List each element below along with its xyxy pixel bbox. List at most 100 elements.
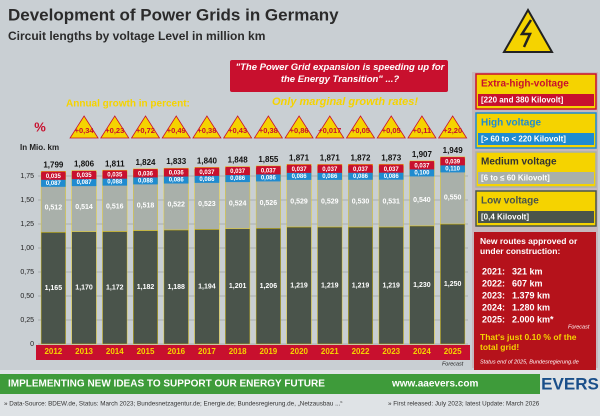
total-label: 1,848	[228, 156, 249, 165]
routes-highlight-wrap: That's just 0.10 % of the total grid!	[480, 332, 576, 352]
value-label: 0,037	[292, 167, 308, 173]
bar-segment	[255, 177, 281, 229]
value-label-bg	[440, 158, 465, 166]
value-label-bg	[225, 168, 250, 176]
growth-sign	[222, 115, 253, 139]
bar-segment	[286, 175, 312, 228]
value-label: 0,037	[322, 167, 338, 173]
x-axis-band	[36, 345, 470, 360]
growth-sign	[253, 115, 284, 139]
growth-label: +0,43	[228, 126, 247, 135]
value-label-bg	[317, 165, 343, 173]
footer-source: » Data-Source: BDEW.de, Status: March 20…	[4, 401, 343, 408]
value-label: 1,165	[45, 285, 63, 292]
y-tick-label: 1,50	[20, 197, 34, 204]
value-label: 1,219	[352, 282, 370, 289]
value-label-bg	[41, 172, 66, 180]
value-label: 1,182	[137, 284, 155, 291]
growth-label: +0,34	[75, 126, 95, 135]
value-label-bg	[286, 165, 312, 173]
value-label-bg	[378, 172, 404, 180]
total-label: 1,840	[197, 156, 218, 165]
value-label: 0,088	[138, 178, 154, 184]
value-label: 0,086	[230, 176, 246, 182]
bar-segment	[225, 228, 251, 345]
growth-sign	[345, 115, 376, 139]
value-label: 1,219	[321, 282, 339, 289]
total-label: 1,872	[350, 153, 371, 162]
total-label: 1,833	[166, 157, 187, 166]
value-label: 0,035	[77, 173, 93, 179]
value-label: 0,036	[138, 171, 154, 177]
growth-label: +0,11	[413, 126, 432, 135]
value-label: 0,086	[353, 174, 369, 180]
routes-year: 2023:	[482, 290, 505, 300]
value-label: 0,037	[353, 167, 369, 173]
value-label-bg	[102, 171, 128, 179]
value-label: 0,035	[46, 174, 62, 180]
routes-year: 2025:	[482, 314, 505, 324]
value-label: 0,086	[292, 174, 308, 180]
growth-label: +0,49	[167, 126, 186, 135]
value-label: 0,529	[290, 198, 308, 205]
legend: Extra-high-voltage [220 and 380 Kilovolt]…	[475, 73, 597, 227]
value-label: 1,170	[75, 285, 93, 292]
routes-year: 2021:	[482, 266, 505, 276]
routes-length: 607 km	[512, 278, 543, 288]
routes-length: 321 km	[512, 266, 543, 276]
total-label: 1,806	[74, 160, 95, 169]
value-label-bg	[133, 170, 158, 178]
value-label: 0,523	[198, 201, 216, 208]
value-label: 1,206	[260, 283, 278, 290]
x-tick-label: 2016	[167, 347, 185, 356]
legend-range: [0,4 Kilovolt]	[481, 213, 529, 222]
growth-label: +0,05	[382, 126, 401, 135]
value-label-bg	[163, 176, 189, 184]
routes-note: Forecast	[568, 324, 590, 330]
value-label: 0,088	[107, 180, 123, 186]
legend-name: Medium voltage	[481, 157, 557, 168]
growth-symbol: %	[34, 119, 46, 134]
value-label: 0,110	[445, 166, 460, 172]
value-label: 0,531	[382, 198, 400, 205]
bar-segment	[440, 223, 466, 345]
x-tick-label: 2012	[44, 347, 62, 356]
value-label: 0,540	[413, 197, 431, 204]
value-label-bg	[440, 165, 465, 173]
total-label: 1,949	[443, 146, 464, 155]
warning-sign	[502, 7, 554, 53]
bar-segment	[133, 230, 158, 345]
logo: EVERS	[541, 374, 599, 393]
legend-swatch	[478, 133, 594, 145]
bar-segment	[71, 231, 97, 345]
callout-answer: Only marginal growth rates!	[272, 96, 418, 108]
total-label: 1,824	[135, 158, 156, 167]
value-label: 0,086	[169, 178, 185, 184]
legend-swatch	[478, 211, 594, 223]
total-label: 1,811	[105, 159, 125, 168]
value-label-bg	[317, 172, 343, 180]
routes-year: 2022:	[482, 278, 505, 288]
growth-label: +0,38	[259, 126, 278, 135]
total-label: 1,799	[43, 160, 64, 169]
forecast-note: Forecast	[442, 361, 464, 367]
value-label: 1,188	[167, 284, 185, 291]
growth-sign	[130, 115, 161, 139]
value-label: 0,037	[384, 167, 400, 173]
total-label: 1,855	[258, 155, 279, 164]
callout-box	[230, 60, 448, 92]
bar-segment	[255, 228, 281, 345]
value-label: 0,100	[414, 171, 430, 177]
growth-sign	[161, 115, 191, 139]
x-tick-label: 2024	[413, 347, 431, 356]
value-label: 0,037	[414, 164, 430, 170]
total-label: 1,907	[412, 150, 433, 159]
growth-label: +0,86	[290, 126, 309, 135]
bar-segment	[348, 226, 373, 345]
bar-segment	[409, 173, 435, 227]
value-label: 0,530	[352, 198, 370, 205]
value-label: 0,524	[229, 200, 247, 207]
value-label: 0,526	[260, 200, 278, 207]
value-label: 0,037	[230, 169, 246, 175]
